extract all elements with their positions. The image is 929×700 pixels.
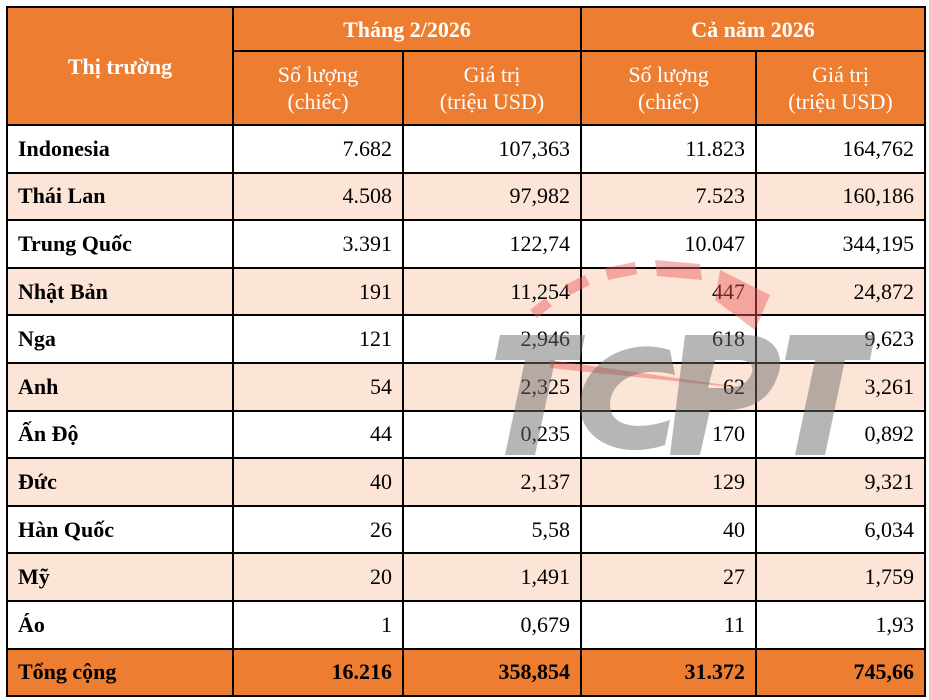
cell-market: Anh [6,361,234,412]
cell-market: Indonesia [6,124,234,174]
cell-m-val: 1,491 [401,552,583,602]
cell-y-qty: 40 [580,504,758,555]
cell-m-qty: 54 [232,361,404,412]
cell-y-qty: 10.047 [580,219,758,269]
cell-m-val: 97,982 [401,171,583,222]
cell-m-val: 0,235 [401,409,583,460]
table-row: Ấn Độ 44 0,235 170 0,892 [6,409,927,460]
cell-y-qty: 62 [580,361,758,412]
cell-market: Ấn Độ [6,409,234,460]
import-table: Thị trường Tháng 2/2026 Cả năm 2026 Số l… [6,6,927,697]
cell-m-val: 2,325 [401,361,583,412]
table-row: Nga 121 2,946 618 9,623 [6,314,927,364]
cell-m-qty: 7.682 [232,124,404,174]
header-year: Cả năm 2026 [580,6,927,52]
cell-y-val: 9,321 [755,457,927,507]
header-month-qty: Số lượng (chiếc) [232,50,404,126]
header-market: Thị trường [6,6,234,126]
table-row: Đức 40 2,137 129 9,321 [6,457,927,507]
cell-m-val: 5,58 [401,504,583,555]
cell-y-val: 1,759 [755,552,927,602]
cell-y-val: 6,034 [755,504,927,555]
cell-market: Áo [6,599,234,650]
cell-m-qty: 191 [232,266,404,317]
cell-m-val: 2,137 [401,457,583,507]
cell-y-qty: 447 [580,266,758,317]
cell-m-val: 11,254 [401,266,583,317]
cell-m-qty: 3.391 [232,219,404,269]
cell-m-val: 2,946 [401,314,583,364]
cell-m-val: 0,679 [401,599,583,650]
cell-m-qty: 121 [232,314,404,364]
cell-m-qty: 44 [232,409,404,460]
total-row: Tổng cộng 16.216 358,854 31.372 745,66 [6,647,927,697]
cell-y-val: 1,93 [755,599,927,650]
table-row: Nhật Bản 191 11,254 447 24,872 [6,266,927,317]
cell-m-val: 107,363 [401,124,583,174]
cell-y-val: 3,261 [755,361,927,412]
header-month-val: Giá trị (triệu USD) [401,50,583,126]
cell-y-val: 9,623 [755,314,927,364]
table-row: Indonesia 7.682 107,363 11.823 164,762 [6,124,927,174]
cell-m-val: 358,854 [401,647,583,697]
header-year-qty: Số lượng (chiếc) [580,50,758,126]
cell-market: Hàn Quốc [6,504,234,555]
header-year-val: Giá trị (triệu USD) [755,50,927,126]
cell-y-qty: 170 [580,409,758,460]
cell-y-qty: 7.523 [580,171,758,222]
cell-market: Nga [6,314,234,364]
cell-market: Đức [6,457,234,507]
cell-y-qty: 11 [580,599,758,650]
cell-y-val: 745,66 [755,647,927,697]
cell-y-val: 344,195 [755,219,927,269]
table-row: Áo 1 0,679 11 1,93 [6,599,927,650]
cell-y-qty: 618 [580,314,758,364]
table-row: Mỹ 20 1,491 27 1,759 [6,552,927,602]
cell-y-qty: 11.823 [580,124,758,174]
table-row: Thái Lan 4.508 97,982 7.523 160,186 [6,171,927,222]
cell-market: Thái Lan [6,171,234,222]
cell-market: Tổng cộng [6,647,234,697]
table-row: Anh 54 2,325 62 3,261 [6,361,927,412]
cell-y-qty: 31.372 [580,647,758,697]
cell-m-qty: 1 [232,599,404,650]
cell-m-qty: 20 [232,552,404,602]
cell-m-qty: 26 [232,504,404,555]
cell-market: Mỹ [6,552,234,602]
cell-y-val: 24,872 [755,266,927,317]
cell-m-qty: 4.508 [232,171,404,222]
cell-y-val: 160,186 [755,171,927,222]
table-row: Hàn Quốc 26 5,58 40 6,034 [6,504,927,555]
cell-y-val: 0,892 [755,409,927,460]
cell-m-val: 122,74 [401,219,583,269]
cell-y-val: 164,762 [755,124,927,174]
cell-y-qty: 129 [580,457,758,507]
cell-market: Trung Quốc [6,219,234,269]
cell-m-qty: 40 [232,457,404,507]
cell-y-qty: 27 [580,552,758,602]
header-month: Tháng 2/2026 [231,6,583,52]
cell-m-qty: 16.216 [232,647,404,697]
table-row: Trung Quốc 3.391 122,74 10.047 344,195 [6,219,927,269]
cell-market: Nhật Bản [6,266,234,317]
